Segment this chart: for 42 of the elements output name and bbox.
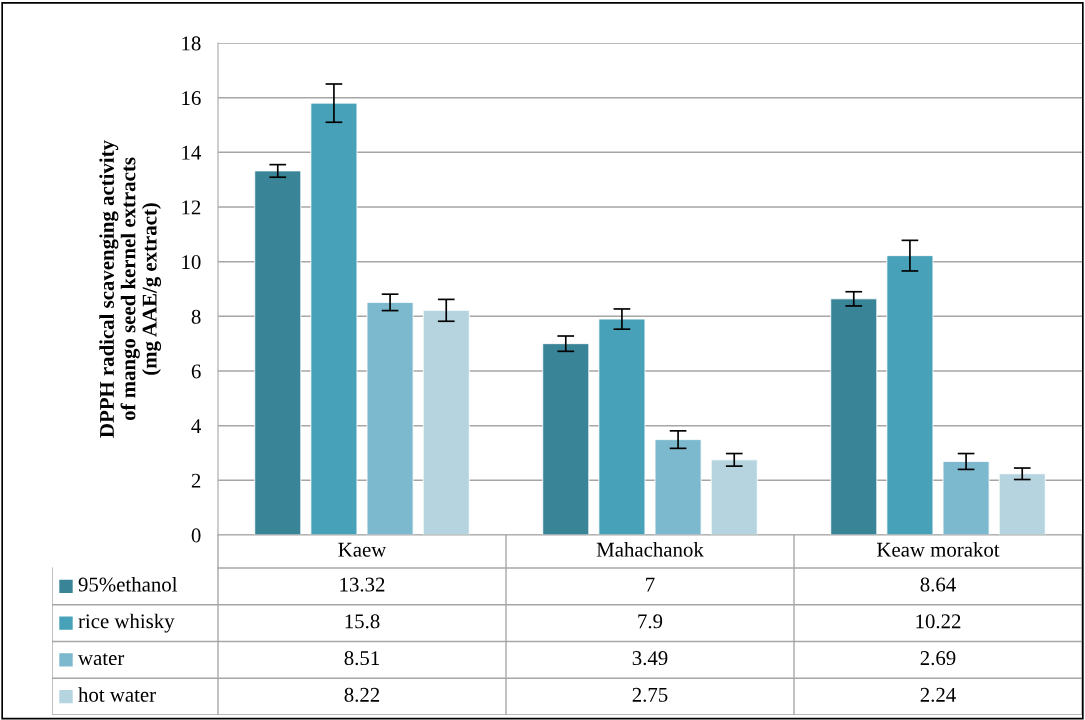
data-label: 2.75: [632, 687, 668, 702]
bar: [422, 309, 470, 535]
y-tick-label: 4: [191, 419, 202, 433]
bar: [998, 473, 1046, 535]
data-label: 10.22: [916, 614, 961, 629]
data-label: 2.69: [920, 651, 956, 666]
x-tick-label: Mahachanok: [596, 542, 704, 557]
bar: [310, 102, 358, 535]
x-tick-label: Kaew: [338, 542, 387, 557]
y-tick-label: 6: [191, 364, 201, 379]
y-tick-label: 0: [191, 528, 201, 543]
legend-label: hot water: [78, 687, 156, 702]
bar: [254, 170, 302, 535]
bar: [598, 318, 646, 535]
bar: [830, 298, 878, 535]
bar: [886, 255, 934, 535]
legend-label: rice whisky: [78, 613, 175, 633]
x-tick-label: Keaw morakot: [876, 542, 1000, 557]
data-label: 2.24: [920, 687, 956, 702]
data-label: 8.64: [920, 577, 956, 592]
y-tick-label: 10: [182, 255, 201, 270]
legend-label: water: [78, 653, 125, 666]
y-tick-label: 18: [182, 36, 201, 51]
y-tick-label: 2: [191, 473, 201, 488]
data-label: 8.51: [344, 651, 379, 666]
data-label: 15.8: [345, 614, 380, 629]
legend-label: 95%ethanol: [78, 576, 178, 592]
data-label: 8.22: [344, 687, 380, 702]
y-axis-title: DPPH radical scavenging activity of mango seed kernel extracts (mg AAE/g extract): [99, 140, 162, 438]
bar: [542, 343, 590, 535]
bar: [710, 459, 758, 535]
data-label: 7: [646, 577, 655, 592]
data-label: 7.9: [638, 614, 663, 629]
y-tick-label: 14: [182, 145, 202, 160]
y-tick-label: 8: [191, 309, 201, 324]
bar: [942, 461, 990, 535]
bar: [366, 301, 414, 535]
y-tick-label: 16: [182, 91, 201, 106]
bar: [654, 439, 702, 535]
data-label: 3.49: [632, 651, 668, 666]
y-tick-label: 12: [182, 200, 201, 215]
data-label: 13.32: [340, 577, 385, 592]
